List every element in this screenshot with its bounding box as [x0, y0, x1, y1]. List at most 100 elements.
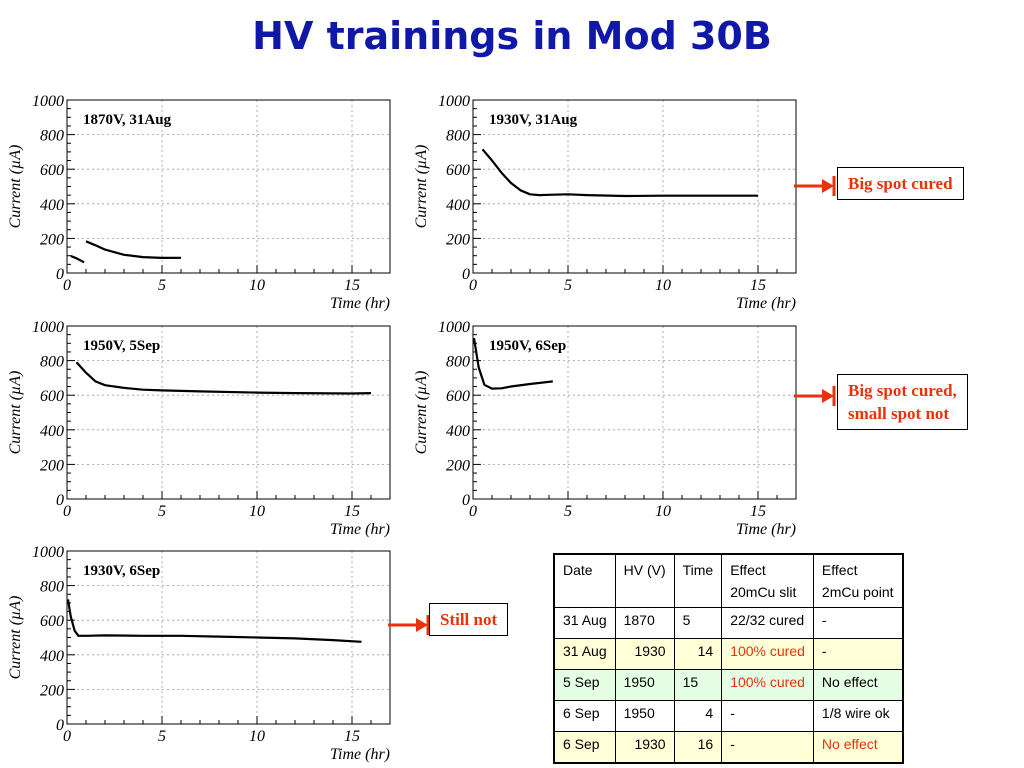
- cell-time: 4: [673, 700, 723, 732]
- x-tick-label: 5: [564, 277, 572, 294]
- data-series-line: [75, 361, 372, 395]
- x-tick-label: 5: [158, 277, 166, 294]
- y-tick-label: 800: [40, 354, 64, 371]
- y-axis-label: Current (µA): [7, 145, 24, 229]
- y-tick-label: 200: [40, 231, 64, 248]
- x-tick-label: 5: [158, 503, 166, 520]
- chart-3-svg: 0 5 10 15 0 200 400 600 800 1000 Time (hr) Current …: [7, 319, 391, 538]
- cell-time: 14: [673, 638, 723, 670]
- cell-effect-point: No effect: [812, 731, 904, 764]
- data-series-line: [85, 240, 182, 259]
- y-tick-label: 0: [56, 266, 64, 283]
- note-text-2a: Big spot cured,: [848, 381, 957, 400]
- y-tick-label: 400: [40, 197, 64, 214]
- y-tick-label: 600: [446, 162, 470, 179]
- x-tick-label: 10: [249, 728, 265, 745]
- x-axis-label: Time (hr): [330, 521, 390, 538]
- cell-effect-slit: -: [721, 700, 814, 732]
- x-tick-label: 15: [344, 503, 360, 520]
- panel-label: 1950V, 5Sep: [83, 338, 160, 354]
- data-series-line: [481, 148, 758, 198]
- y-tick-label: 1000: [438, 93, 470, 110]
- y-tick-label: 800: [446, 354, 470, 371]
- y-tick-label: 600: [40, 388, 64, 405]
- panel-label: 1930V, 31Aug: [489, 112, 578, 128]
- x-tick-label: 15: [344, 277, 360, 294]
- y-tick-label: 200: [40, 457, 64, 474]
- y-tick-label: 200: [446, 231, 470, 248]
- y-axis-label: Current (µA): [413, 371, 430, 455]
- arrow-icon-1: [794, 176, 836, 196]
- cell-effect-slit: 100% cured: [721, 638, 814, 670]
- y-tick-label: 1000: [438, 319, 470, 336]
- note-text-3: Still not: [440, 610, 498, 629]
- cell-hv: 1930: [614, 638, 675, 670]
- chart-panel-3: 0 5 10 15 0 200 400 600 800 1000 Time (hr) Current …: [0, 316, 400, 538]
- cell-hv: 1950: [614, 669, 675, 701]
- chart-4-svg: 0 5 10 15 0 200 400 600 800 1000 Time (hr) Current …: [413, 319, 797, 538]
- data-series-line: [66, 599, 362, 643]
- cell-date: 31 Aug: [553, 638, 616, 670]
- x-tick-label: 10: [249, 503, 265, 520]
- header-effect-point-l2: 2mCu point: [821, 584, 894, 600]
- cell-date: 6 Sep: [553, 700, 616, 732]
- cell-time: 15: [673, 669, 723, 701]
- x-tick-label: 15: [750, 503, 766, 520]
- y-tick-label: 1000: [32, 93, 64, 110]
- arrow-icon-3: [388, 615, 430, 635]
- panel-label: 1930V, 6Sep: [83, 563, 160, 579]
- cell-effect-point: 1/8 wire ok: [812, 700, 904, 732]
- x-tick-label: 10: [655, 503, 671, 520]
- y-axis-label: Current (µA): [7, 371, 24, 455]
- table-row: 5 Sep 1950 15 100% cured No effect: [553, 669, 904, 701]
- table-row: 31 Aug 1930 14 100% cured -: [553, 638, 904, 670]
- y-tick-label: 200: [446, 457, 470, 474]
- y-tick-label: 400: [446, 423, 470, 440]
- data-series-line: [70, 254, 85, 264]
- cell-date: 5 Sep: [553, 669, 616, 701]
- chart-5-svg: 0 5 10 15 0 200 400 600 800 1000 Time (hr) Current …: [7, 544, 391, 763]
- x-axis-label: Time (hr): [330, 295, 390, 312]
- x-axis-label: Time (hr): [736, 521, 796, 538]
- y-tick-label: 600: [446, 388, 470, 405]
- data-series-line: [472, 337, 553, 390]
- y-tick-label: 800: [40, 128, 64, 145]
- x-tick-label: 0: [63, 503, 71, 520]
- y-tick-label: 400: [40, 648, 64, 665]
- chart-1-svg: 0 5 10 15 0 200 400 600 800 1000 Time (hr) Current …: [7, 93, 391, 312]
- cell-effect-point: -: [812, 638, 904, 670]
- x-axis-label: Time (hr): [330, 746, 390, 763]
- y-tick-label: 800: [446, 128, 470, 145]
- panel-label: 1870V, 31Aug: [83, 112, 172, 128]
- y-tick-label: 0: [462, 266, 470, 283]
- cell-time: 16: [673, 731, 723, 764]
- y-tick-label: 600: [40, 162, 64, 179]
- cell-hv: 1870: [614, 607, 675, 639]
- x-tick-label: 0: [63, 728, 71, 745]
- cell-effect-slit: 100% cured: [721, 669, 814, 701]
- chart-2-svg: 0 5 10 15 0 200 400 600 800 1000 Time (hr) Current …: [413, 93, 797, 312]
- cell-effect-slit: -: [721, 731, 814, 764]
- chart-panel-4: 0 5 10 15 0 200 400 600 800 1000 Time (hr) Current …: [406, 316, 806, 538]
- chart-panel-1: 0 5 10 15 0 200 400 600 800 1000 Time (hr) Current …: [0, 90, 400, 312]
- y-tick-label: 200: [40, 682, 64, 699]
- x-tick-label: 15: [344, 728, 360, 745]
- panel-label: 1950V, 6Sep: [489, 338, 566, 354]
- y-tick-label: 600: [40, 613, 64, 630]
- chart-panel-2: 0 5 10 15 0 200 400 600 800 1000 Time (hr) Current …: [406, 90, 806, 312]
- arrow-icon-2: [794, 386, 836, 406]
- note-text-1: Big spot cured: [848, 174, 953, 193]
- cell-hv: 1930: [614, 731, 675, 764]
- y-axis-label: Current (µA): [413, 145, 430, 229]
- header-date: Date: [553, 553, 616, 608]
- y-tick-label: 400: [446, 197, 470, 214]
- y-tick-label: 400: [40, 423, 64, 440]
- y-tick-label: 0: [56, 492, 64, 509]
- cell-time: 5: [673, 607, 723, 639]
- x-tick-label: 0: [63, 277, 71, 294]
- header-effect-slit: Effect 20mCu slit: [721, 553, 814, 608]
- table-row: 6 Sep 1950 4 - 1/8 wire ok: [553, 700, 904, 732]
- cell-date: 31 Aug: [553, 607, 616, 639]
- cell-hv: 1950: [614, 700, 675, 732]
- x-axis-label: Time (hr): [736, 295, 796, 312]
